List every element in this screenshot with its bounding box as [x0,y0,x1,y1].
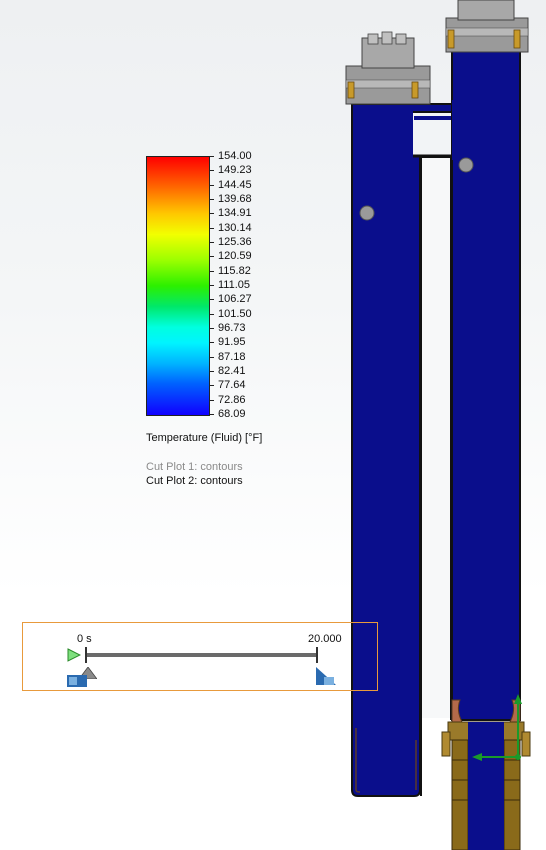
track-start-cap [85,647,87,663]
legend-tick [209,256,214,258]
color-scale-bar [146,156,210,416]
legend-value: 87.18 [218,350,246,363]
legend-value: 101.50 [218,307,252,320]
port-circle-left [359,205,375,221]
legend-tick [209,242,214,243]
legend-tick [209,213,214,215]
legend-value: 115.82 [218,264,251,277]
legend-value: 134.91 [218,207,252,220]
legend-tick [209,371,214,372]
legend-value: 91.95 [218,336,246,349]
legend-value: 125.36 [218,236,252,248]
legend-value: 72.86 [218,393,246,406]
animation-timeline[interactable]: 0 s 20.000 [22,622,378,691]
legend-tick [209,414,214,415]
legend-tick [209,356,214,358]
right-tube [451,49,521,721]
timeline-end-label: 20.000 [308,633,342,645]
legend-tick [209,399,214,401]
legend-tick [209,385,214,387]
legend-value: 139.68 [218,193,252,205]
legend-tick [209,184,214,186]
legend-tick [209,299,214,301]
coordinate-triad-icon [472,694,522,761]
port-circle-right [458,157,474,173]
timeline-start-label: 0 s [77,633,92,645]
legend-tick [209,170,214,172]
legend-value: 149.23 [218,164,252,177]
cut-plot-2-label[interactable]: Cut Plot 2: contours [146,475,243,487]
legend-tick [209,328,214,329]
legend-tick [209,342,214,344]
keyframe-start-icon[interactable] [67,675,87,687]
legend-value: 106.27 [218,293,252,306]
timeline-track[interactable] [86,653,318,657]
legend-value: 120.59 [218,250,252,263]
legend-tick [209,270,214,272]
legend-tick [209,227,214,229]
legend-tick [209,199,214,200]
legend-value: 111.05 [218,279,251,291]
cut-plot-1-label[interactable]: Cut Plot 1: contours [146,461,243,473]
legend-value: 68.09 [218,408,246,420]
legend-value: 96.73 [218,322,246,334]
legend-title: Temperature (Fluid) [°F] [146,432,263,444]
legend-tick [209,285,214,286]
play-icon[interactable] [67,648,81,662]
legend-value: 154.00 [218,150,252,162]
track-end-cap [316,647,318,663]
bottom-fitting [441,699,531,850]
legend-value: 77.64 [218,379,246,392]
legend-value: 144.45 [218,178,252,191]
legend-tick [209,313,214,315]
legend-value: 82.41 [218,365,246,377]
keyframe-end-icon[interactable] [316,667,336,685]
legend-tick [209,156,214,157]
legend-value: 130.14 [218,221,252,234]
